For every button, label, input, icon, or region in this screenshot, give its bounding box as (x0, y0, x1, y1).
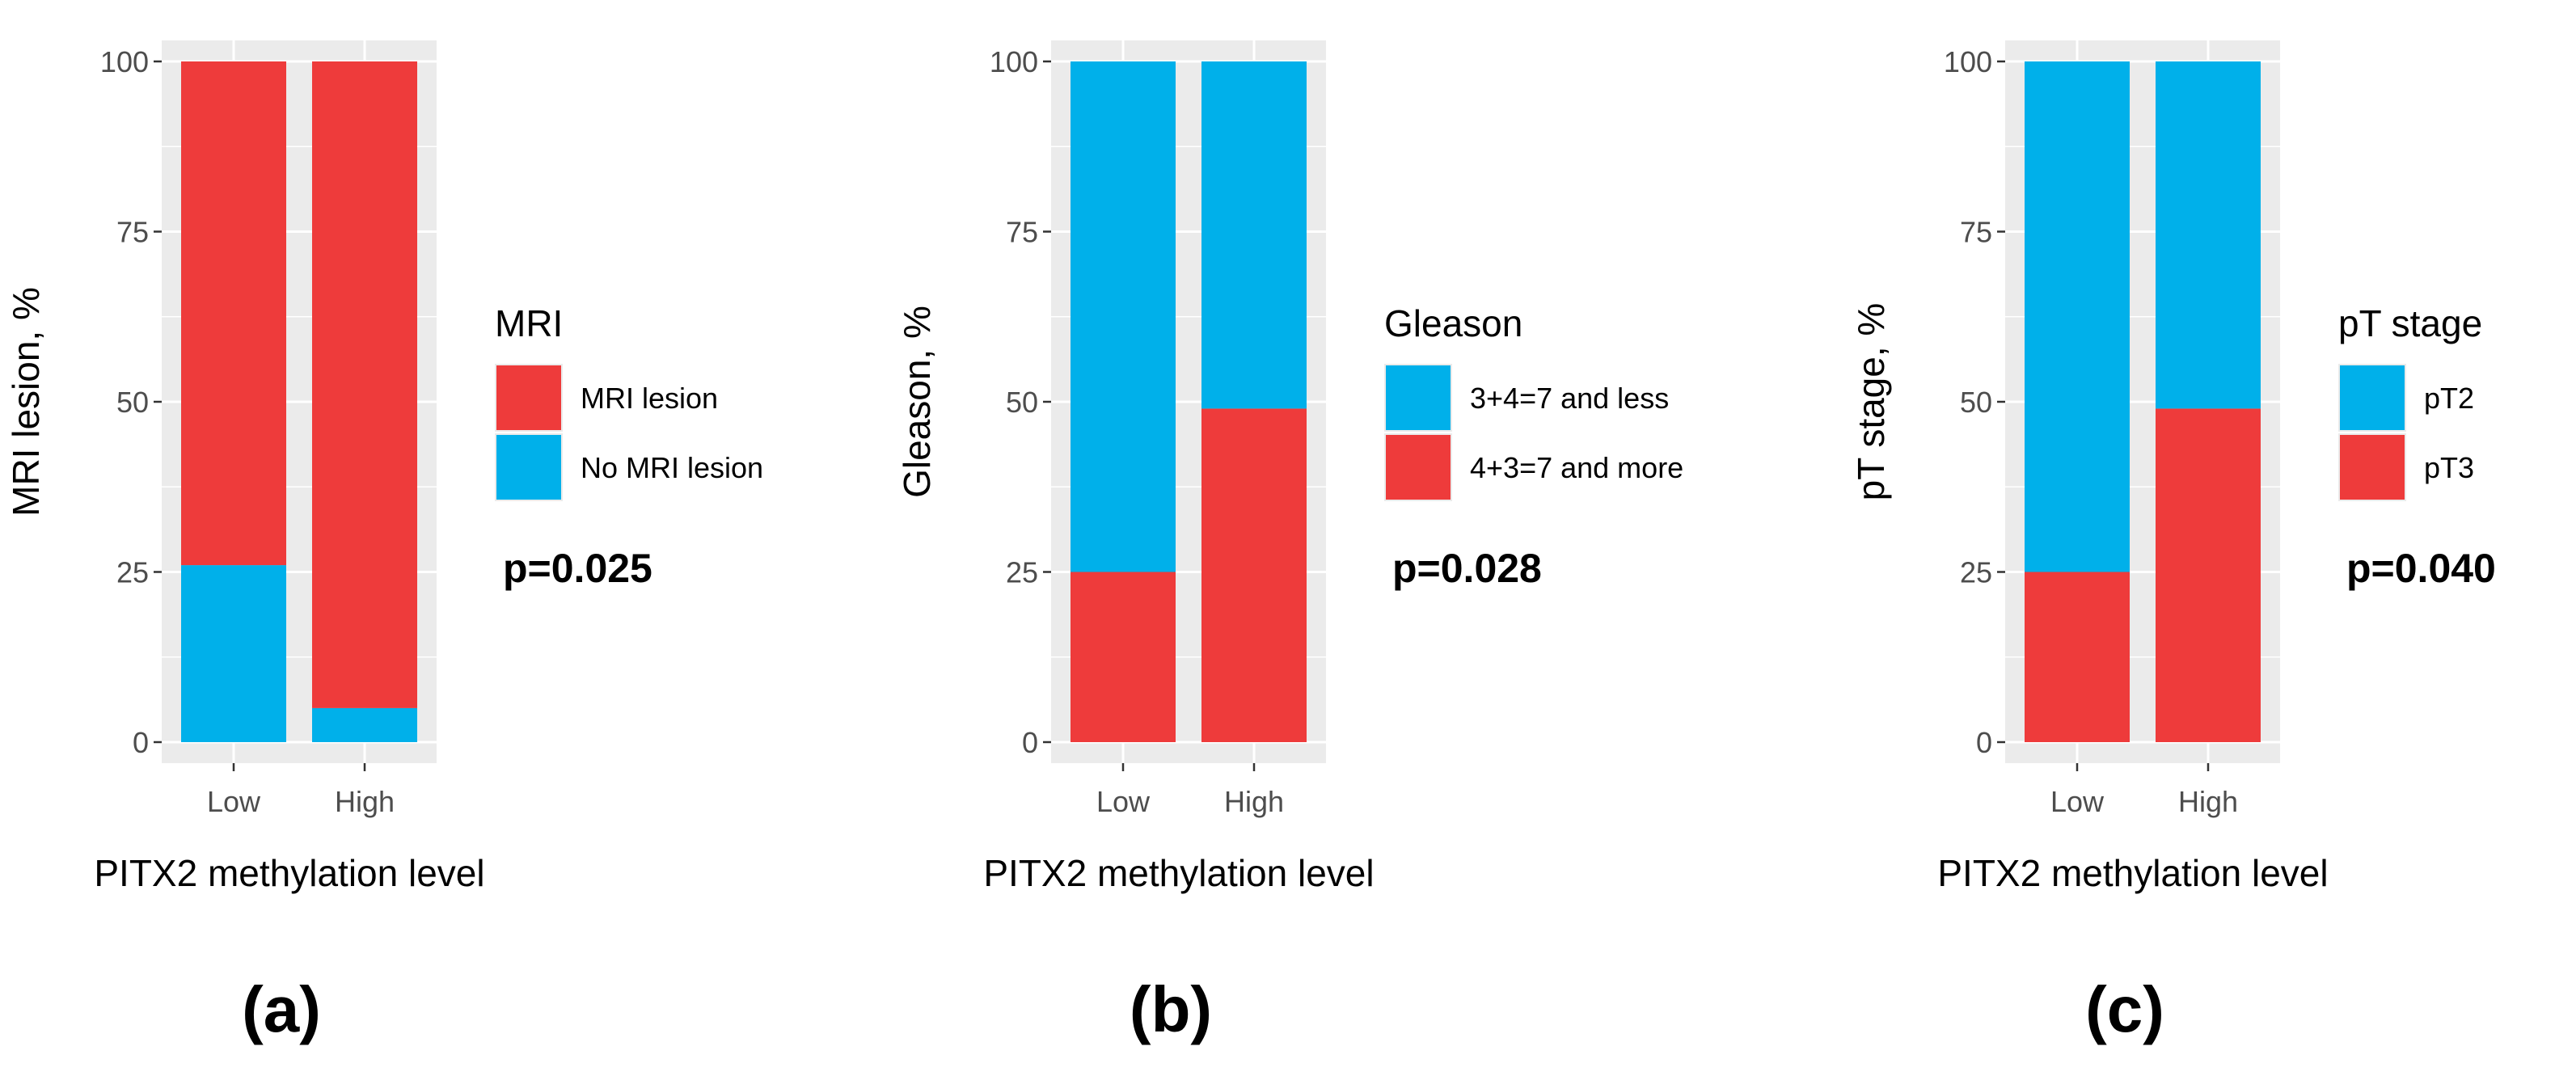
chart-panel-1: 0 25 50 75 100 Low High MRI lesion, % PITX2 meth… (5, 40, 763, 1045)
bar-low-no-mri-lesion (181, 565, 286, 742)
x-tick-label: High (1224, 785, 1284, 818)
bar-high-pt3 (2156, 408, 2261, 742)
legend-label: pT2 (2424, 382, 2474, 415)
panel-label: (a) (242, 973, 321, 1045)
p-value-annotation: p=0.040 (2346, 546, 2496, 591)
bar-low-3-4-7-and-less (1071, 61, 1176, 572)
legend-swatch (2340, 365, 2405, 430)
y-tick-label: 0 (133, 726, 149, 759)
chart-panel-2: 0 25 50 75 100 Low High Gleason, % PITX2 methyla… (896, 40, 1683, 1045)
p-value-annotation: p=0.028 (1392, 546, 1542, 591)
bar-low-pt3 (2025, 572, 2130, 742)
bar-low-pt2 (2025, 61, 2130, 572)
x-axis-title: PITX2 methylation level (1937, 852, 2328, 894)
legend-title: pT stage (2338, 302, 2482, 344)
y-tick-label: 0 (1022, 726, 1038, 759)
legend-swatch (2340, 435, 2405, 500)
x-tick-label: Low (2050, 785, 2105, 818)
y-tick-label: 100 (100, 45, 149, 78)
legend-label: 3+4=7 and less (1470, 382, 1669, 415)
bar-high-mri-lesion (312, 61, 417, 708)
y-tick-label: 100 (1944, 45, 1992, 78)
y-tick-label: 25 (1006, 556, 1038, 589)
y-tick-label: 0 (1976, 726, 1992, 759)
legend-swatch (496, 435, 561, 500)
legend-title: MRI (495, 302, 563, 344)
legend-swatch (1386, 435, 1451, 500)
bar-high-no-mri-lesion (312, 707, 417, 742)
y-axis-title: MRI lesion, % (5, 287, 47, 517)
x-tick-label: High (2178, 785, 2238, 818)
chart-panel-3: 0 25 50 75 100 Low High pT stage, % PITX2 methyl… (1850, 40, 2496, 1045)
x-axis-title: PITX2 methylation level (94, 852, 484, 894)
legend-label: pT3 (2424, 451, 2474, 484)
legend-swatch (1386, 365, 1451, 430)
y-tick-label: 50 (1006, 386, 1038, 419)
x-tick-label: High (335, 785, 395, 818)
y-tick-label: 100 (990, 45, 1038, 78)
x-tick-label: Low (207, 785, 261, 818)
legend-label: No MRI lesion (581, 451, 763, 484)
x-axis-title: PITX2 methylation level (983, 852, 1374, 894)
bar-low-4-3-7-and-more (1071, 572, 1176, 742)
x-tick-label: Low (1096, 785, 1151, 818)
legend-title: Gleason (1384, 302, 1522, 344)
y-axis-title: Gleason, % (896, 306, 938, 498)
y-axis-title: pT stage, % (1850, 303, 1892, 501)
panel-label: (b) (1130, 973, 1212, 1045)
legend-label: 4+3=7 and more (1470, 451, 1683, 484)
bar-low-mri-lesion (181, 61, 286, 566)
y-tick-label: 75 (1960, 216, 1992, 249)
bar-high-pt2 (2156, 61, 2261, 409)
y-tick-label: 25 (1960, 556, 1992, 589)
y-tick-label: 50 (1960, 386, 1992, 419)
legend-swatch (496, 365, 561, 430)
panel-label: (c) (2085, 973, 2164, 1045)
y-tick-label: 75 (116, 216, 149, 249)
bar-high-3-4-7-and-less (1201, 61, 1307, 409)
bar-high-4-3-7-and-more (1201, 408, 1307, 742)
y-tick-label: 25 (116, 556, 149, 589)
p-value-annotation: p=0.025 (503, 546, 652, 591)
legend-label: MRI lesion (581, 382, 718, 415)
y-tick-label: 50 (116, 386, 149, 419)
y-tick-label: 75 (1006, 216, 1038, 249)
